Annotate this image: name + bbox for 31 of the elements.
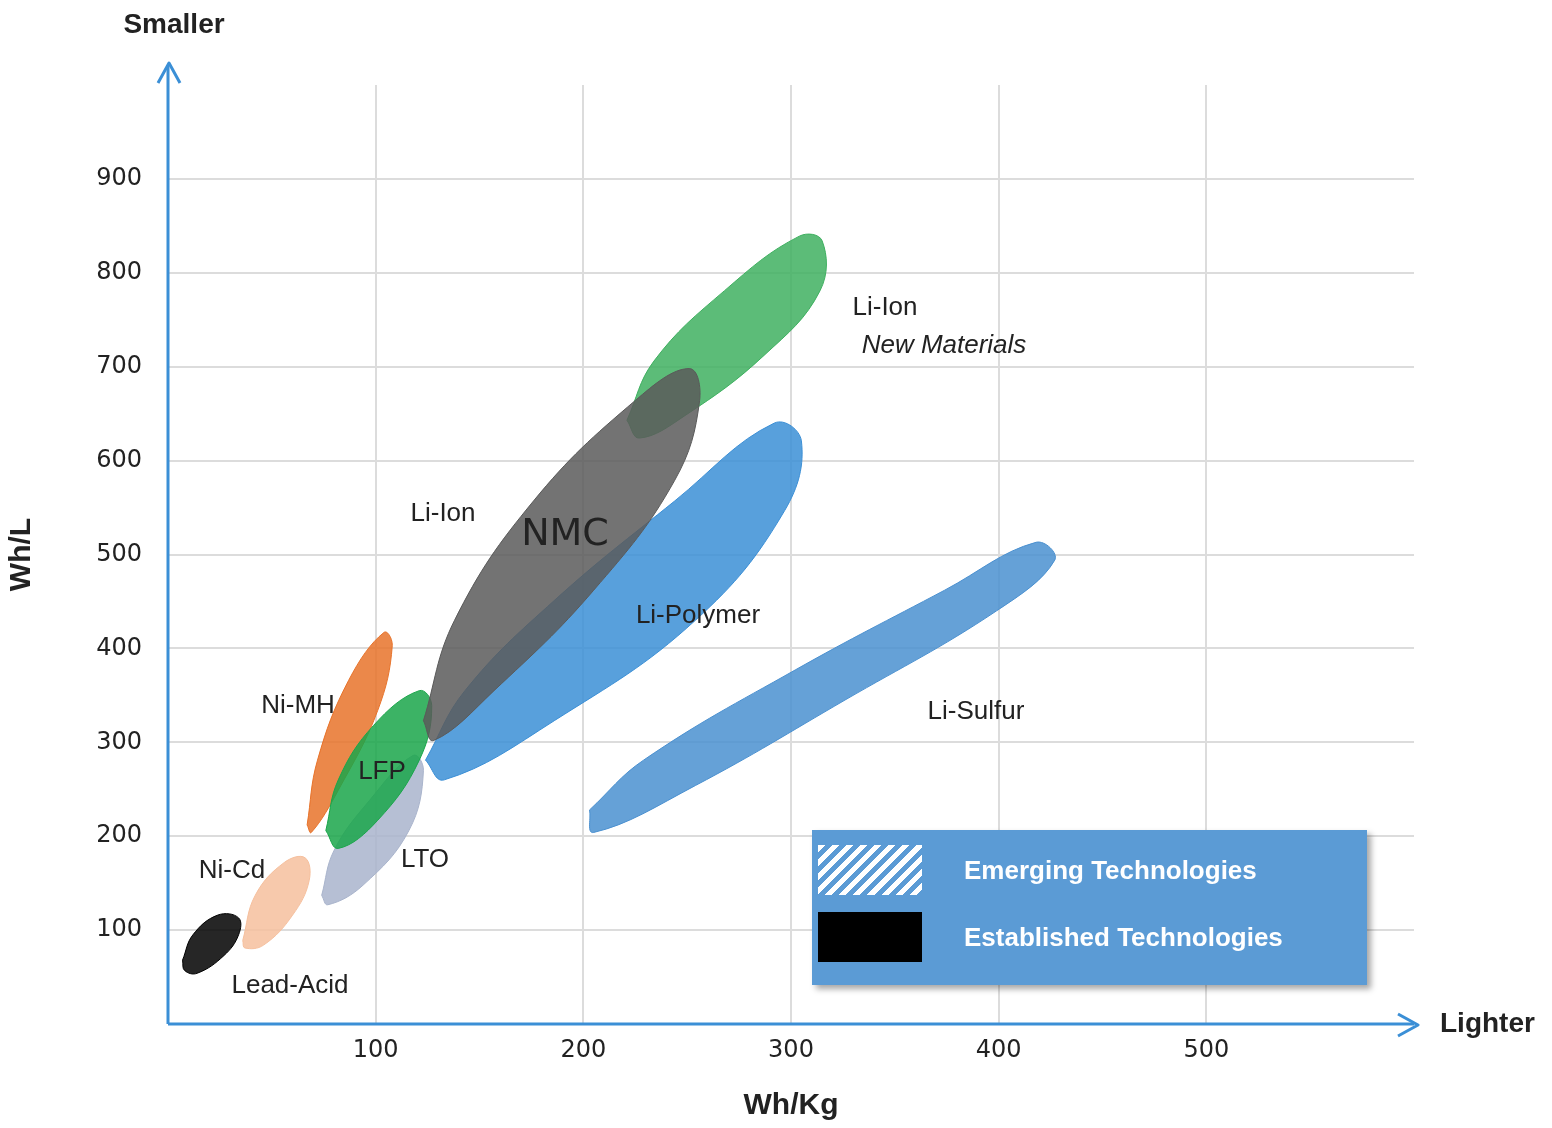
- x-tick-label: 100: [352, 1034, 399, 1063]
- x-tick-label: 200: [560, 1034, 607, 1063]
- y-tick-label: 900: [96, 163, 142, 192]
- annotation: Ni-Cd: [198, 854, 266, 885]
- annotation: LFP: [358, 755, 406, 786]
- annotation: LTO: [400, 843, 450, 874]
- annotation: NMC: [521, 509, 609, 554]
- y-tick-label: 200: [96, 820, 142, 849]
- y-tick-label: 700: [96, 350, 142, 379]
- text: Lighter: [1440, 1006, 1535, 1038]
- x-tick-label: 300: [768, 1034, 814, 1063]
- annotation: Li-Ion: [410, 497, 476, 528]
- x-tick-label: 500: [1183, 1034, 1230, 1063]
- x-tick-label: 400: [975, 1034, 1022, 1063]
- annotation: New Materials: [861, 329, 1027, 360]
- y-tick-label: 100: [96, 914, 142, 943]
- y-tick-label: 800: [96, 257, 142, 286]
- y-tick-label: 400: [96, 632, 142, 661]
- y-tick-label: 300: [96, 726, 142, 755]
- annotation: Ni-MH: [261, 689, 335, 720]
- legend-box: Emerging Technologies Established Technologies: [812, 830, 1367, 985]
- y-axis-title: Wh/L: [3, 517, 37, 592]
- annotation: Li-Sulfur: [927, 695, 1025, 726]
- y-tick-label: 600: [96, 444, 142, 473]
- annotation: Li-Ion: [852, 291, 918, 322]
- annotation: Lead-Acid: [231, 969, 349, 1000]
- annotation: Established Technologies: [964, 921, 1283, 953]
- text: Smaller: [123, 7, 225, 39]
- annotation: Emerging Technologies: [964, 854, 1257, 886]
- y-tick-label: 500: [96, 538, 142, 567]
- x-axis-title: Wh/Kg: [743, 1087, 839, 1121]
